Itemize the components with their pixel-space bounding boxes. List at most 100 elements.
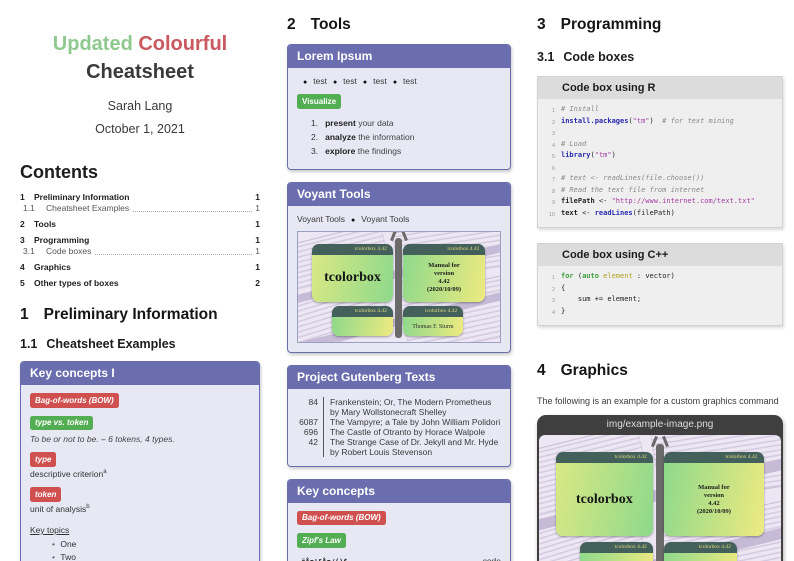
box-header: Key concepts [288,479,510,503]
line-number: 4 [551,309,555,316]
book-row: 696 The Castle of Otranto by Horace Walp… [297,426,501,437]
line-number: 9 [551,200,555,206]
line-number: 8 [551,188,555,195]
image-filename-label: img/example-image.png [606,419,714,430]
line-number: 5 [551,154,555,160]
command-row: _äÅg!§Åg/()$ code [297,556,501,561]
code-text: sum += element; [561,295,642,303]
code-line: 2 { [545,284,775,296]
test-item: test [327,76,357,86]
toc-entry-label: Graphics [34,262,71,272]
toc-entry-page: 1 [255,203,260,213]
book-row: 6087 The Vampyre; a Tale by John William… [297,416,501,427]
toc-entry: 2 Tools 1 [20,219,260,229]
toc-leader [95,253,253,255]
code-text: filePath <- "http://www.internet.com/tex… [561,197,755,205]
toc-entry-number: 2 [20,219,25,229]
code-text: } [561,306,566,315]
code-text: # text <- readLines(file.choose()) [561,174,705,182]
line-number: 4 [551,142,555,149]
book-row: 84 Frankenstein; Or, The Modern Promethe… [297,396,501,417]
title-word-colourful: Colourful [138,33,228,55]
test-item: test [297,76,327,86]
toc-entry: 5 Other types of boxes 2 [20,278,260,288]
code-text: library("tm") [561,151,616,159]
type-definition: descriptive criteriona [30,469,107,479]
r-code-box: Code box using R 1 # Install 2 install.p… [537,76,783,228]
badge-bag-of-words: Bag-of-words (BOW) [30,393,119,408]
code-line: 4 # Load [545,140,775,152]
step-item: present your data [325,117,394,128]
title-word-updated: Updated [52,33,133,55]
tcolorbox-main-box: tcolorbox 4.42 tcolorbox [555,452,653,537]
toc-entry-number: 1.1 [23,203,35,213]
toc-entry-page: 2 [255,278,260,288]
line-number: 2 [551,119,555,126]
steps-list: present your data analyze the information… [311,118,501,156]
badge-type: type [30,452,57,467]
test-item: test [357,76,387,86]
column-left: Updated Colourful Cheatsheet Sarah Lang … [20,14,260,561]
code-line: 5 library("tm") [545,151,775,163]
tcolorbox-main-box: tcolorbox 4.42 tcolorbox [312,243,393,302]
box-header: Voyant Tools [288,182,510,206]
author: Sarah Lang [107,99,173,113]
badge-visualize: Visualize [297,94,342,109]
code-text: install.packages("tm") # for text mining [561,116,734,125]
toc-entry-page: 1 [255,235,260,245]
toc-entry: 4 Graphics 1 [20,262,260,272]
tcolorbox-manual-box: tcolorbox 4.42 Manual for version 4.42 (20… [402,243,486,302]
key-concepts-1-box: Key concepts I Bag-of-words (BOW) type v… [20,361,260,561]
lorem-ipsum-box: Lorem Ipsum testtesttesttest Visualize p… [287,44,511,170]
line-number: 3 [551,298,555,304]
column-right: 3 Programming 3.1 Code boxes Code box usin… [537,14,783,561]
badge-zipfs-law: Zipf's Law [297,533,346,548]
book-id: 6087 [297,416,324,427]
box-body: 84 Frankenstein; Or, The Modern Promethe… [288,389,510,466]
command-description: code [482,555,501,561]
document-title: Updated Colourful Cheatsheet [20,30,260,86]
toc-entry: 3.1 Code boxes 1 [20,246,260,256]
code-line: 10 text <- readLines(filePath) [545,209,775,221]
code-text: text <- readLines(filePath) [561,208,675,217]
box-header: Project Gutenberg Texts [288,365,510,389]
command-code: _äÅg!§Åg/()$ [297,558,348,561]
section-1-heading: 1 Preliminary Information [20,306,218,323]
badge-token: token [30,487,62,502]
title-line-cheatsheet: Cheatsheet [86,61,194,83]
graphics-intro-text: The following is an example for a custom… [537,396,779,406]
cpp-code-box: Code box using C++ 1 for (auto element :… [537,243,783,326]
box-body: Bag-of-words (BOW) Zipf's Law _äÅg!§Åg/(… [288,503,510,561]
tcolorbox-empty-box: tcolorbox 4.42 [332,306,393,336]
pole-graphic [655,444,664,561]
code-text: # Load [561,139,587,148]
key-concepts-2-box: Key concepts Bag-of-words (BOW) Zipf's L… [287,478,511,561]
book-title: The Vampyre; a Tale by John William Poli… [330,416,501,427]
topic-item: One [52,539,250,549]
box-body: testtesttesttest Visualize present your … [288,68,510,169]
toc-entry-number: 4 [20,262,25,272]
voyant-tools-image: tcolorbox 4.42 tcolorbox tcolorbox 4.42 … [297,230,501,343]
toc-entry-label: Code boxes [46,246,92,256]
token-definition: unit of analysisb [30,504,90,514]
section-3-heading: 3 Programming [537,16,662,33]
tcolorbox-empty-box: tcolorbox 4.42 [580,542,653,561]
book-title: Frankenstein; Or, The Modern Prometheus … [330,396,492,417]
line-number: 6 [551,165,555,172]
code-text: # Read the text file from internet [561,185,705,194]
contents-heading: Contents [20,162,98,182]
line-number: 10 [548,211,555,218]
tcolorbox-author-box: tcolorbox 4.42 Thomas F. Sturm [664,542,737,561]
tcolorbox-author-box: tcolorbox 4.42 Thomas F. Sturm [402,306,464,336]
toc-entry-label: Cheatsheet Examples [46,203,130,213]
pole-graphic [395,238,403,339]
book-title: The Castle of Otranto by Horace Walpole [330,426,486,437]
code-line: 6 [545,163,775,175]
toc-entry-label: Preliminary Information [34,192,130,202]
toc-leader [133,210,253,212]
example-image: tcolorbox 4.42 tcolorbox tcolorbox 4.42 … [539,435,781,561]
badge-bag-of-words: Bag-of-words (BOW) [297,510,386,525]
toc-entry-page: 1 [255,246,260,256]
